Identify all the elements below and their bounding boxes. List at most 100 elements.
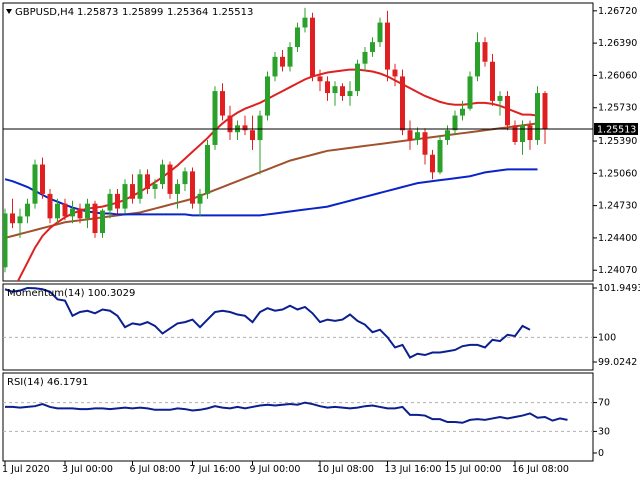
candle[interactable] bbox=[332, 81, 338, 106]
candle[interactable] bbox=[212, 86, 218, 150]
candle[interactable] bbox=[407, 120, 413, 150]
candle[interactable] bbox=[167, 161, 173, 199]
candle[interactable] bbox=[130, 174, 135, 204]
candle[interactable] bbox=[32, 159, 38, 209]
ohlc-close: 1.25513 bbox=[212, 7, 253, 18]
candle[interactable] bbox=[55, 198, 60, 224]
candle[interactable] bbox=[392, 63, 398, 87]
candle[interactable] bbox=[40, 157, 45, 199]
candle[interactable] bbox=[47, 188, 53, 224]
candle[interactable] bbox=[385, 10, 390, 82]
candle[interactable] bbox=[272, 51, 278, 82]
candle[interactable] bbox=[25, 198, 30, 224]
candle[interactable] bbox=[257, 110, 263, 175]
candle[interactable] bbox=[220, 83, 225, 121]
rsi-axis-ticks: 70 30 0 bbox=[3, 398, 610, 459]
candle[interactable] bbox=[370, 37, 375, 57]
candle[interactable] bbox=[325, 76, 330, 101]
rsi-line bbox=[5, 401, 568, 424]
candle[interactable] bbox=[280, 49, 285, 72]
candle[interactable] bbox=[467, 71, 473, 111]
momentum-line bbox=[4, 286, 531, 359]
time-tick-label: 9 Jul 00:00 bbox=[250, 464, 301, 475]
triangle-down-icon[interactable] bbox=[6, 9, 12, 14]
candle[interactable] bbox=[137, 169, 143, 204]
candle[interactable] bbox=[505, 91, 510, 131]
price-axis-ticks: 1.26720 1.26390 1.26060 1.25730 1.25390 1.250… bbox=[593, 6, 637, 276]
rsi-title: RSI(14) 46.1791 bbox=[7, 377, 88, 388]
candle[interactable] bbox=[355, 59, 360, 96]
candle[interactable] bbox=[62, 198, 68, 221]
candle[interactable] bbox=[362, 47, 368, 72]
candle[interactable] bbox=[115, 188, 120, 214]
candle[interactable] bbox=[512, 120, 518, 145]
candle[interactable] bbox=[347, 81, 353, 106]
candle[interactable] bbox=[295, 22, 300, 52]
candle[interactable] bbox=[250, 115, 255, 150]
candle[interactable] bbox=[452, 110, 458, 136]
momentum-panel-frame bbox=[2, 283, 594, 371]
candle[interactable] bbox=[340, 83, 345, 101]
current-price-tag: 1.25513 bbox=[594, 122, 638, 135]
momentum-tick-label: 99.0242 bbox=[598, 357, 637, 368]
candle[interactable] bbox=[527, 120, 533, 150]
candle[interactable] bbox=[415, 127, 420, 145]
candle[interactable] bbox=[310, 12, 315, 82]
candle[interactable] bbox=[160, 159, 165, 189]
candle[interactable] bbox=[92, 200, 98, 238]
candle[interactable] bbox=[520, 120, 525, 155]
candle[interactable] bbox=[287, 42, 293, 72]
candle[interactable] bbox=[107, 188, 113, 219]
candle[interactable] bbox=[122, 179, 128, 214]
candle[interactable] bbox=[100, 208, 105, 238]
momentum-tick-label: 100 bbox=[598, 332, 616, 343]
rsi-panel-frame bbox=[2, 372, 594, 462]
candle[interactable] bbox=[10, 198, 15, 229]
candle[interactable] bbox=[265, 71, 270, 121]
rsi-tick-label: 30 bbox=[598, 426, 610, 437]
candle[interactable] bbox=[460, 100, 465, 121]
candle[interactable] bbox=[190, 167, 195, 209]
rsi-tick-label: 70 bbox=[598, 398, 610, 409]
candle[interactable] bbox=[85, 198, 90, 229]
candle[interactable] bbox=[377, 17, 383, 48]
candle[interactable] bbox=[145, 169, 150, 194]
candle[interactable] bbox=[182, 167, 188, 191]
price-tick-label: 1.25730 bbox=[598, 103, 637, 114]
candlesticks[interactable] bbox=[3, 7, 548, 273]
momentum-panel[interactable]: 101.9493 100 99.0242 Momentum(14) 100.3029 bbox=[2, 283, 640, 371]
candle[interactable] bbox=[197, 188, 203, 217]
ohlc-open: 1.25873 bbox=[77, 7, 118, 18]
rsi-panel[interactable]: 70 30 0 RSI(14) 46.1791 bbox=[2, 372, 610, 462]
candle[interactable] bbox=[205, 140, 210, 199]
candle[interactable] bbox=[242, 115, 248, 136]
candle[interactable] bbox=[302, 7, 308, 33]
candle[interactable] bbox=[17, 208, 23, 238]
candle[interactable] bbox=[542, 91, 548, 144]
candle[interactable] bbox=[437, 135, 443, 175]
candle[interactable] bbox=[422, 128, 428, 165]
candle[interactable] bbox=[152, 179, 158, 199]
candle[interactable] bbox=[77, 203, 83, 224]
candle[interactable] bbox=[475, 32, 480, 82]
candle[interactable] bbox=[175, 179, 180, 209]
time-tick-label: 13 Jul 16:00 bbox=[385, 464, 442, 475]
price-tick-label: 1.26720 bbox=[598, 6, 637, 17]
candle[interactable] bbox=[482, 37, 488, 67]
candle[interactable] bbox=[497, 91, 503, 116]
chart-header: GBPUSD,H4 1.25873 1.25899 1.25364 1.2551… bbox=[6, 7, 253, 18]
candle[interactable] bbox=[317, 69, 323, 92]
price-panel[interactable]: 1.26720 1.26390 1.26060 1.25730 1.25390 1.250… bbox=[2, 2, 639, 306]
candle[interactable] bbox=[430, 149, 435, 180]
candle[interactable] bbox=[3, 208, 8, 273]
symbol-timeframe: GBPUSD,H4 bbox=[15, 7, 74, 18]
candle[interactable] bbox=[490, 53, 495, 106]
candle[interactable] bbox=[70, 200, 75, 224]
price-tick-label: 1.25060 bbox=[598, 168, 637, 179]
time-tick-label: 1 Jul 2020 bbox=[2, 464, 50, 475]
candle[interactable] bbox=[400, 69, 405, 136]
candle[interactable] bbox=[535, 86, 540, 145]
candle[interactable] bbox=[227, 105, 233, 141]
momentum-axis-ticks: 101.9493 100 99.0242 bbox=[593, 283, 640, 368]
